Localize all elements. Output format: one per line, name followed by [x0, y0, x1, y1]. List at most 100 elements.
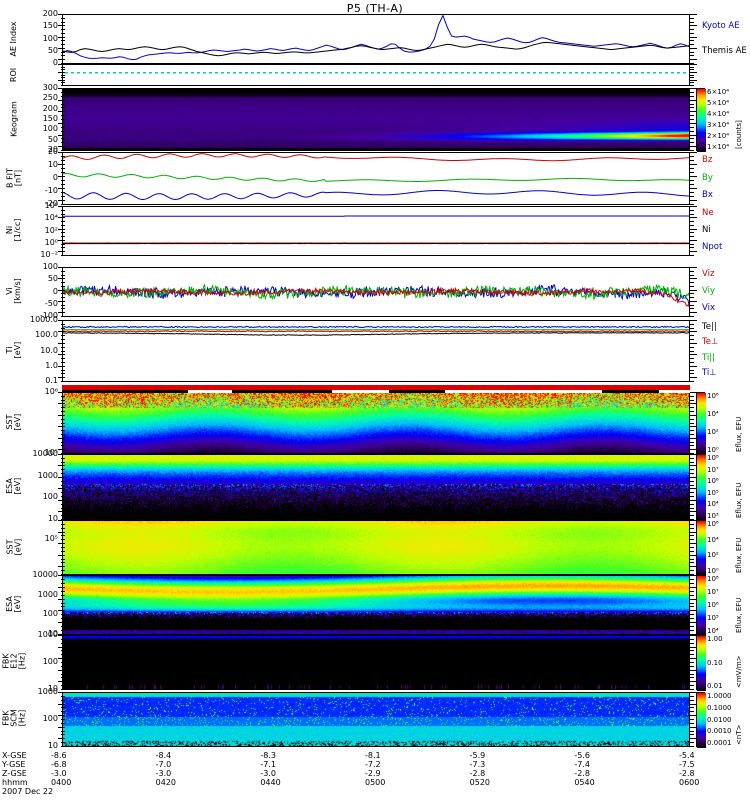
colorbar-fbk_e — [696, 635, 706, 691]
y-tick-esa_i-3: 10 — [47, 629, 58, 638]
y-tick-ae-1: 150 — [42, 21, 58, 31]
axis-tick-y-gse-5: -7.4 — [574, 760, 590, 769]
axis-tick-hhmm-6: 0600 — [679, 778, 700, 787]
axis-tick-x-gse-2: -8.3 — [260, 751, 276, 760]
y-axis-label-ni: Ni [1/cc] — [5, 218, 22, 242]
colorbar-tick-sst_e-0: 10⁶ — [707, 392, 719, 400]
y-tick-marks-ae — [55, 14, 65, 64]
colorbar-label-sst_i: Eflux, EFU — [735, 537, 743, 573]
series-label-ae-1: Themis AE — [702, 45, 747, 56]
y-axis-label-vi: Vi [km/s] — [5, 278, 22, 304]
colorbar-tick-fbk_b-2: 0.0100 — [707, 715, 732, 724]
colorbar-tick-esa_i-1: 10⁷ — [707, 588, 719, 596]
y-tick-ti-4: 0.1 — [45, 376, 58, 385]
y-tick-sst_i-0: 10⁵ — [44, 533, 58, 543]
colorbar-sst_i — [696, 520, 706, 576]
y-tick-keogram-0: 300 — [42, 83, 58, 92]
colorbar-sst_e — [696, 392, 706, 455]
colorbar-esa_e — [696, 454, 706, 521]
state-bar-red — [62, 385, 690, 390]
colorbar-tick-fbk_e-1: 0.10 — [707, 658, 723, 667]
y-tick-marks-right-sst_e — [690, 392, 700, 454]
y-axis-label-bfit: B FIT [nT] — [5, 167, 22, 188]
colorbar-label-fbk_e: <mV/m> — [735, 655, 743, 688]
y-tick-ni-1: 10⁴ — [44, 213, 58, 223]
y-tick-marks-ni — [55, 206, 65, 256]
axis-tick-z-gse-5: -2.8 — [574, 769, 590, 778]
plot-panel-bfit — [62, 152, 690, 205]
colorbar-tick-fbk_b-3: 0.0010 — [707, 727, 732, 736]
plot-panel-fbk_b — [62, 692, 690, 747]
colorbar-keogram — [696, 88, 706, 152]
axis-row-name-y-gse: Y-GSE — [2, 760, 26, 769]
axis-tick-hhmm-1: 0420 — [155, 778, 177, 787]
plot-panel-roi — [62, 64, 690, 86]
colorbar-tick-sst_i-0: 10⁶ — [707, 520, 719, 528]
colorbar-tick-keogram-5: 1×10⁴ — [707, 143, 730, 151]
axis-tick-y-gse-0: -6.8 — [51, 760, 67, 769]
series-label-vi-2: Vix — [702, 302, 716, 313]
colorbar-tick-esa_i-2: 10⁶ — [707, 601, 719, 609]
y-tick-fbk_b-2: 10 — [47, 741, 58, 750]
y-tick-bfit-1: 10 — [47, 160, 58, 169]
y-tick-esa_e-1: 1000 — [37, 470, 58, 480]
colorbar-tick-fbk_b-4: 0.0001 — [707, 739, 732, 747]
axis-tick-z-gse-4: -2.8 — [469, 769, 486, 778]
y-tick-ae-3: 50 — [47, 45, 58, 55]
y-tick-fbk_b-1: 100 — [42, 714, 58, 723]
y-tick-marks-esa_e — [55, 454, 65, 520]
colorbar-label-esa_i: Eflux, EFU — [735, 597, 743, 633]
axis-tick-hhmm-3: 0500 — [365, 778, 386, 787]
y-axis-label-sst_e: SST [eV] — [5, 413, 22, 431]
y-tick-ti-1: 100.0 — [35, 330, 58, 340]
y-tick-marks-right-esa_i — [690, 575, 700, 635]
y-tick-marks-right-roi — [690, 64, 700, 86]
y-tick-marks-bfit — [55, 152, 65, 205]
colorbar-tick-esa_e-0: 10⁸ — [707, 454, 719, 462]
y-tick-keogram-6: 20 — [47, 145, 58, 154]
axis-row-name-hhmm: hhmm — [2, 778, 28, 787]
y-tick-marks-sst_i — [55, 520, 65, 575]
colorbar-tick-keogram-1: 5×10⁴ — [707, 99, 730, 107]
axis-tick-y-gse-4: -7.3 — [469, 760, 486, 769]
y-tick-keogram-1: 250 — [42, 93, 58, 103]
axis-row-name-z-gse: Z-GSE — [2, 769, 27, 778]
plot-panel-fbk_e — [62, 635, 690, 690]
colorbar-tick-sst_e-1: 10⁴ — [707, 410, 719, 418]
colorbar-tick-esa_i-4: 10⁴ — [707, 627, 719, 635]
y-tick-fbk_e-0: 1000 — [37, 630, 58, 639]
y-tick-ni-2: 10² — [44, 225, 58, 235]
axis-tick-z-gse-6: -2.8 — [679, 769, 695, 778]
y-tick-vi-2: 0 — [52, 286, 58, 296]
plot-panel-ae — [62, 14, 690, 64]
axis-tick-y-gse-6: -7.5 — [679, 760, 695, 769]
colorbar-label-sst_e: Eflux, EFU — [735, 416, 743, 452]
y-tick-esa_i-2: 100 — [42, 609, 58, 619]
y-axis-label-esa_i: ESA [eV] — [5, 595, 22, 613]
series-label-ti-0: Te|| — [702, 321, 717, 332]
y-tick-marks-vi — [55, 267, 65, 317]
colorbar-tick-esa_i-3: 10⁵ — [707, 614, 719, 622]
date-label: 2007 Dec 22 — [2, 787, 54, 796]
y-tick-marks-fbk_e — [55, 635, 65, 690]
series-label-ti-3: Ti⊥ — [702, 368, 717, 379]
y-tick-ae-0: 200 — [42, 9, 58, 18]
series-label-ni-0: Ne — [702, 208, 714, 219]
y-axis-label-ti: Ti [eV] — [5, 341, 22, 359]
colorbar-tick-esa_e-2: 10⁶ — [707, 477, 719, 486]
y-tick-ti-3: 1.0 — [45, 360, 58, 370]
y-tick-ae-4: 0 — [52, 58, 58, 67]
y-tick-marks-right-fbk_e — [690, 635, 700, 690]
y-tick-marks-right-vi — [690, 267, 700, 317]
y-tick-marks-sst_e — [55, 392, 65, 454]
y-tick-ni-3: 10⁰ — [44, 237, 58, 247]
y-axis-label-keogram: Keogram — [9, 101, 18, 137]
state-bar-mode — [62, 390, 690, 393]
axis-tick-x-gse-4: -5.9 — [469, 751, 486, 760]
plot-panel-sst_e — [62, 392, 690, 454]
y-tick-keogram-3: 150 — [42, 114, 58, 123]
colorbar-label-keogram: [counts] — [735, 120, 743, 149]
axis-tick-y-gse-1: -7.0 — [155, 760, 172, 769]
y-tick-keogram-5: 50 — [47, 134, 58, 144]
